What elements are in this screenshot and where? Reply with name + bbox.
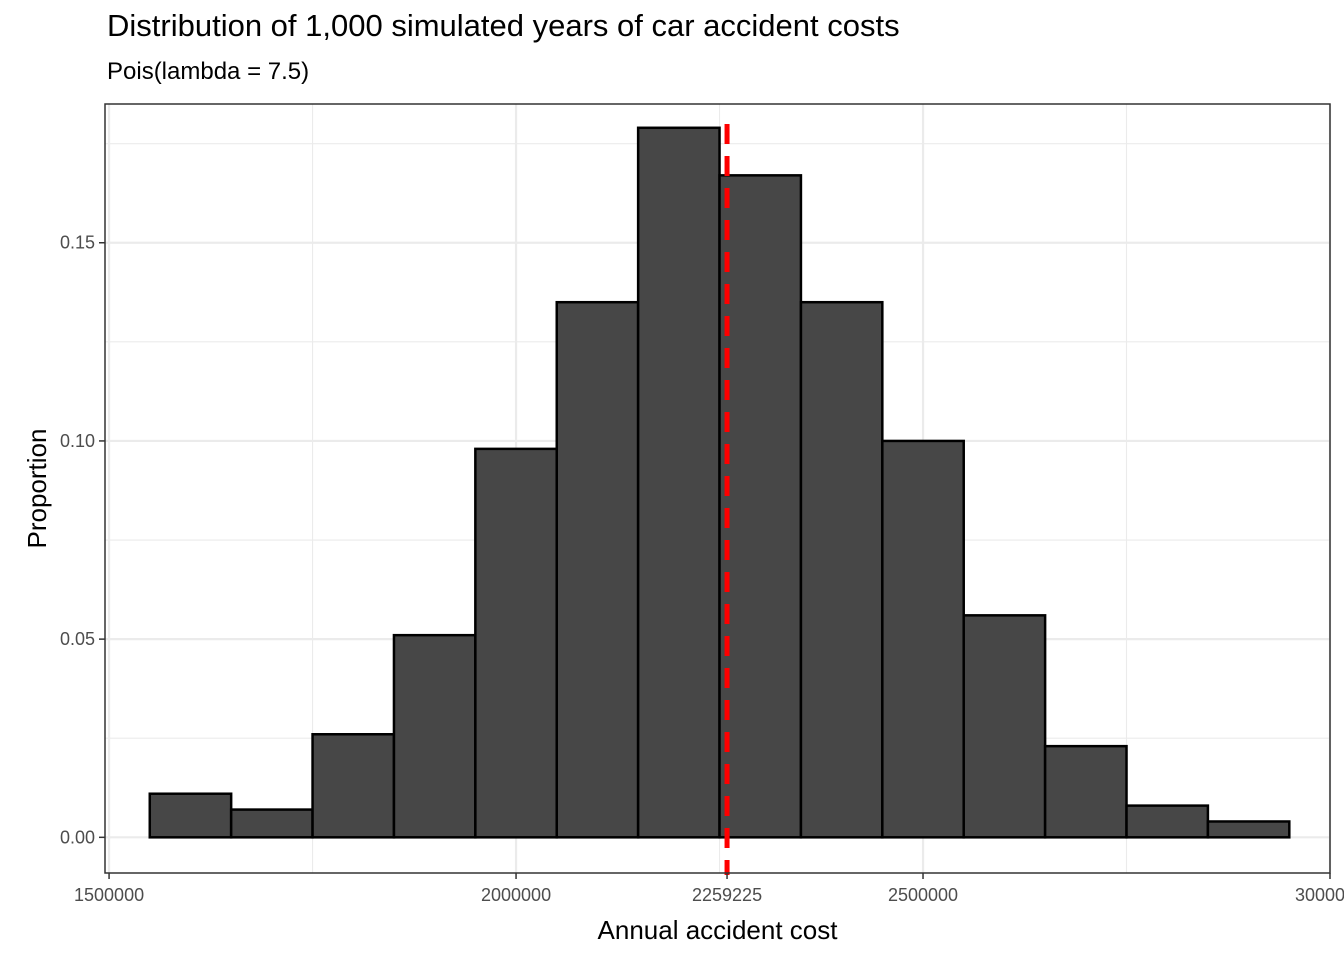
y-tick-label: 0.10 <box>60 431 95 451</box>
x-tick-label: 2000000 <box>481 885 551 905</box>
y-tick-label: 0.05 <box>60 629 95 649</box>
bars-layer <box>148 126 1291 839</box>
chart-subtitle: Pois(lambda = 7.5) <box>107 58 310 85</box>
x-tick-label: 3000000 <box>1295 885 1344 905</box>
panel-border <box>104 103 1331 874</box>
histogram-bar <box>311 733 396 839</box>
histogram-bar <box>229 808 314 839</box>
y-tick-label: 0.15 <box>60 233 95 253</box>
histogram-bar <box>881 439 965 839</box>
x-tick-label: 2259225 <box>692 885 762 905</box>
y-tick-label: 0.00 <box>60 827 95 847</box>
x-tick-label: 2500000 <box>888 885 958 905</box>
histogram-bar <box>799 300 884 839</box>
histogram-bar <box>718 174 803 839</box>
chart-title: Distribution of 1,000 simulated years of… <box>107 8 900 43</box>
ticks-layer: 0.00 0.05 0.10 0.15 1500000 2000000 2259225 250… <box>60 233 1344 905</box>
x-axis-title: Annual accident cost <box>598 915 839 945</box>
histogram-bar <box>1043 744 1128 839</box>
histogram-bar <box>555 300 640 839</box>
histogram-bar <box>148 792 233 839</box>
histogram-bar <box>962 614 1047 839</box>
histogram-bar <box>474 447 558 839</box>
y-axis-title: Proportion <box>22 429 52 549</box>
histogram-bar <box>1125 804 1210 839</box>
histogram-bar <box>1206 820 1291 839</box>
histogram-bar <box>636 126 721 839</box>
x-tick-label: 1500000 <box>74 885 144 905</box>
histogram-bar <box>392 633 477 839</box>
